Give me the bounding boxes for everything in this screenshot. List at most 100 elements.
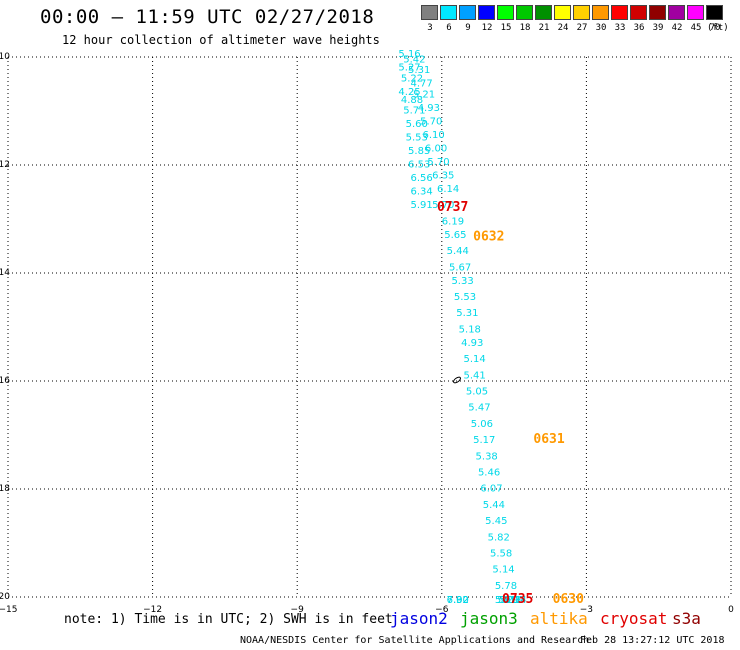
legend-label: 42 — [671, 23, 683, 33]
wave-height-value: 5.21 — [413, 90, 435, 101]
wave-height-value: 4.93 — [461, 338, 483, 349]
wave-height-value: 5.17 — [473, 435, 495, 446]
wave-height-value: 5.91 — [410, 200, 432, 211]
wave-height-value: 5.70 — [420, 117, 442, 128]
wave-height-value: 5.82 — [488, 532, 510, 543]
wave-height-value: 5.42 — [403, 54, 425, 65]
legend-label: 70 — [709, 23, 721, 33]
credit-text: NOAA/NESDIS Center for Satellite Applica… — [240, 635, 590, 646]
wave-height-value: 6.07 — [480, 484, 502, 495]
wave-height-value: 4.88 — [401, 95, 423, 106]
lat-lon-grid — [7, 56, 732, 598]
x-tick-label: −6 — [435, 605, 449, 615]
legend-swatch — [497, 5, 514, 20]
track-marker — [453, 376, 461, 384]
wave-height-value: 5.16 — [398, 49, 420, 60]
legend-swatch — [687, 5, 704, 20]
wave-height-value: 5.70 — [427, 157, 449, 168]
legend-label: 6 — [446, 23, 452, 33]
map-title: 00:00 – 11:59 UTC 02/27/2018 — [40, 6, 375, 28]
y-tick-label: −18 — [0, 484, 10, 494]
legend-label: 21 — [538, 23, 550, 33]
satellite-label-jason3: jason3 — [460, 609, 518, 628]
wave-height-value: 7.02 — [447, 595, 469, 606]
wave-height-value: 6.34 — [504, 595, 526, 606]
pass-time-label: 0735 — [502, 592, 533, 607]
satellite-label-jason2: jason2 — [390, 609, 448, 628]
wave-height-value: 5.22 — [401, 73, 423, 84]
wave-height-value: 5.14 — [492, 565, 514, 576]
pass-time-label: 0630 — [553, 592, 584, 607]
x-tick-label: −12 — [143, 605, 162, 615]
legend-swatch — [535, 5, 552, 20]
wave-height-value: 4.25 — [398, 87, 420, 98]
legend-label: 33 — [614, 23, 626, 33]
y-tick-label: −10 — [0, 52, 10, 62]
axis-tick-labels: −15 −12 −9 −6 −3 0 −10 −12 −14 −16 −18 −20 — [0, 52, 734, 615]
x-tick-label: 0 — [728, 605, 734, 615]
wave-height-value: 5.41 — [463, 370, 485, 381]
wave-height-value: 5.71 — [403, 106, 425, 117]
legend-unit: (ft) — [707, 23, 729, 33]
pass-time-label: 0737 — [437, 200, 468, 215]
x-tick-label: −3 — [580, 605, 593, 615]
wave-height-value: 5.18 — [459, 324, 481, 335]
legend-swatch — [706, 5, 723, 20]
satellite-label-cryosat: cryosat — [600, 609, 668, 628]
wave-height-value: 5.46 — [478, 468, 500, 479]
legend-label: 27 — [576, 23, 588, 33]
legend-swatch — [649, 5, 666, 20]
wave-height-value: 5.44 — [483, 500, 505, 511]
pass-time-label: 0631 — [533, 432, 564, 447]
y-tick-label: −14 — [0, 268, 10, 278]
wave-height-value: 5.47 — [468, 403, 490, 414]
wave-height-value: 5.53 — [406, 133, 428, 144]
wave-height-value: 7.30 — [447, 595, 469, 606]
wave-height-value: 6.34 — [410, 187, 432, 198]
units-note: note: 1) Time is in UTC; 2) SWH is in fe… — [64, 612, 393, 627]
satellite-label-altika: altika — [530, 609, 588, 628]
timestamp-text: Feb 28 13:27:12 UTC 2018 — [580, 635, 725, 646]
map-subtitle: 12 hour collection of altimeter wave hei… — [62, 33, 380, 47]
wave-height-value: 5.44 — [447, 246, 469, 257]
wave-height-value: 5.31 — [456, 308, 478, 319]
legend-label: 39 — [652, 23, 664, 33]
satellite-label-s3a: s3a — [672, 609, 701, 628]
wave-height-value: 6.92 — [447, 595, 469, 606]
wave-height-value: 4.93 — [418, 103, 440, 114]
wave-height-value: 6.10 — [423, 130, 445, 141]
y-tick-label: −20 — [0, 592, 10, 602]
wave-height-value: 5.85 — [408, 146, 430, 157]
wave-height-value: 6.56 — [410, 173, 432, 184]
legend-swatch — [592, 5, 609, 20]
wave-height-value: 5.38 — [476, 451, 498, 462]
legend-swatch — [459, 5, 476, 20]
pass-time-label: 0632 — [473, 230, 504, 245]
legend-label: 36 — [633, 23, 645, 33]
legend-label: 24 — [557, 23, 569, 33]
legend-label: 15 — [500, 23, 512, 33]
wave-height-value: 4.77 — [410, 79, 432, 90]
legend-label: 12 — [481, 23, 493, 33]
legend-label: 9 — [465, 23, 471, 33]
wave-height-value: 5.29 — [497, 595, 519, 606]
y-tick-label: −16 — [0, 376, 10, 386]
wave-height-value: 5.11 — [500, 595, 522, 606]
wave-height-value: 5.14 — [463, 354, 485, 365]
wave-height-value: 6.53 — [408, 160, 430, 171]
legend-label: 18 — [519, 23, 531, 33]
wave-height-value: 5.58 — [490, 549, 512, 560]
legend-swatch — [554, 5, 571, 20]
legend-swatch — [478, 5, 495, 20]
x-tick-label: −9 — [291, 605, 305, 615]
x-tick-label: −15 — [0, 605, 18, 615]
legend-swatch — [421, 5, 438, 20]
wave-height-value: 5.70 — [432, 200, 454, 211]
legend-swatch — [516, 5, 533, 20]
wave-height-value: 5.45 — [485, 516, 507, 527]
legend-swatch — [573, 5, 590, 20]
legend-swatch — [440, 5, 457, 20]
wave-height-value: 5.65 — [444, 230, 466, 241]
legend-swatch — [611, 5, 628, 20]
legend-swatch — [668, 5, 685, 20]
